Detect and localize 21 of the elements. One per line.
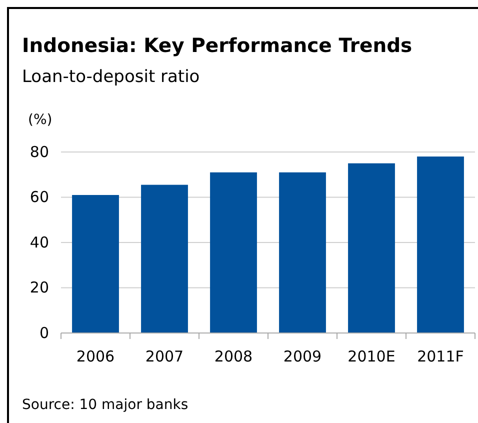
y-tick-label: 0 xyxy=(39,324,49,342)
source-note: Source: 10 major banks xyxy=(22,397,188,413)
y-tick-label: 40 xyxy=(30,233,49,252)
y-tick-label: 20 xyxy=(30,278,49,297)
x-tick-label: 2008 xyxy=(214,348,253,366)
bar xyxy=(210,172,257,333)
bar xyxy=(417,156,464,333)
x-tick-label: 2009 xyxy=(283,348,322,366)
y-tick-label: 80 xyxy=(30,142,49,161)
bar xyxy=(72,194,119,333)
y-axis-title: (%) xyxy=(28,112,52,128)
bar xyxy=(141,184,188,333)
x-tick-label: 2006 xyxy=(76,348,115,366)
x-tick-label: 2011F xyxy=(417,348,464,366)
x-tick-label: 2007 xyxy=(145,348,184,366)
x-tick-label: 2010E xyxy=(348,348,396,366)
chart-subtitle: Loan-to-deposit ratio xyxy=(22,67,200,87)
y-tick-label: 60 xyxy=(30,188,49,206)
bar xyxy=(348,163,395,333)
bar xyxy=(279,172,326,333)
chart-title: Indonesia: Key Performance Trends xyxy=(22,34,412,57)
